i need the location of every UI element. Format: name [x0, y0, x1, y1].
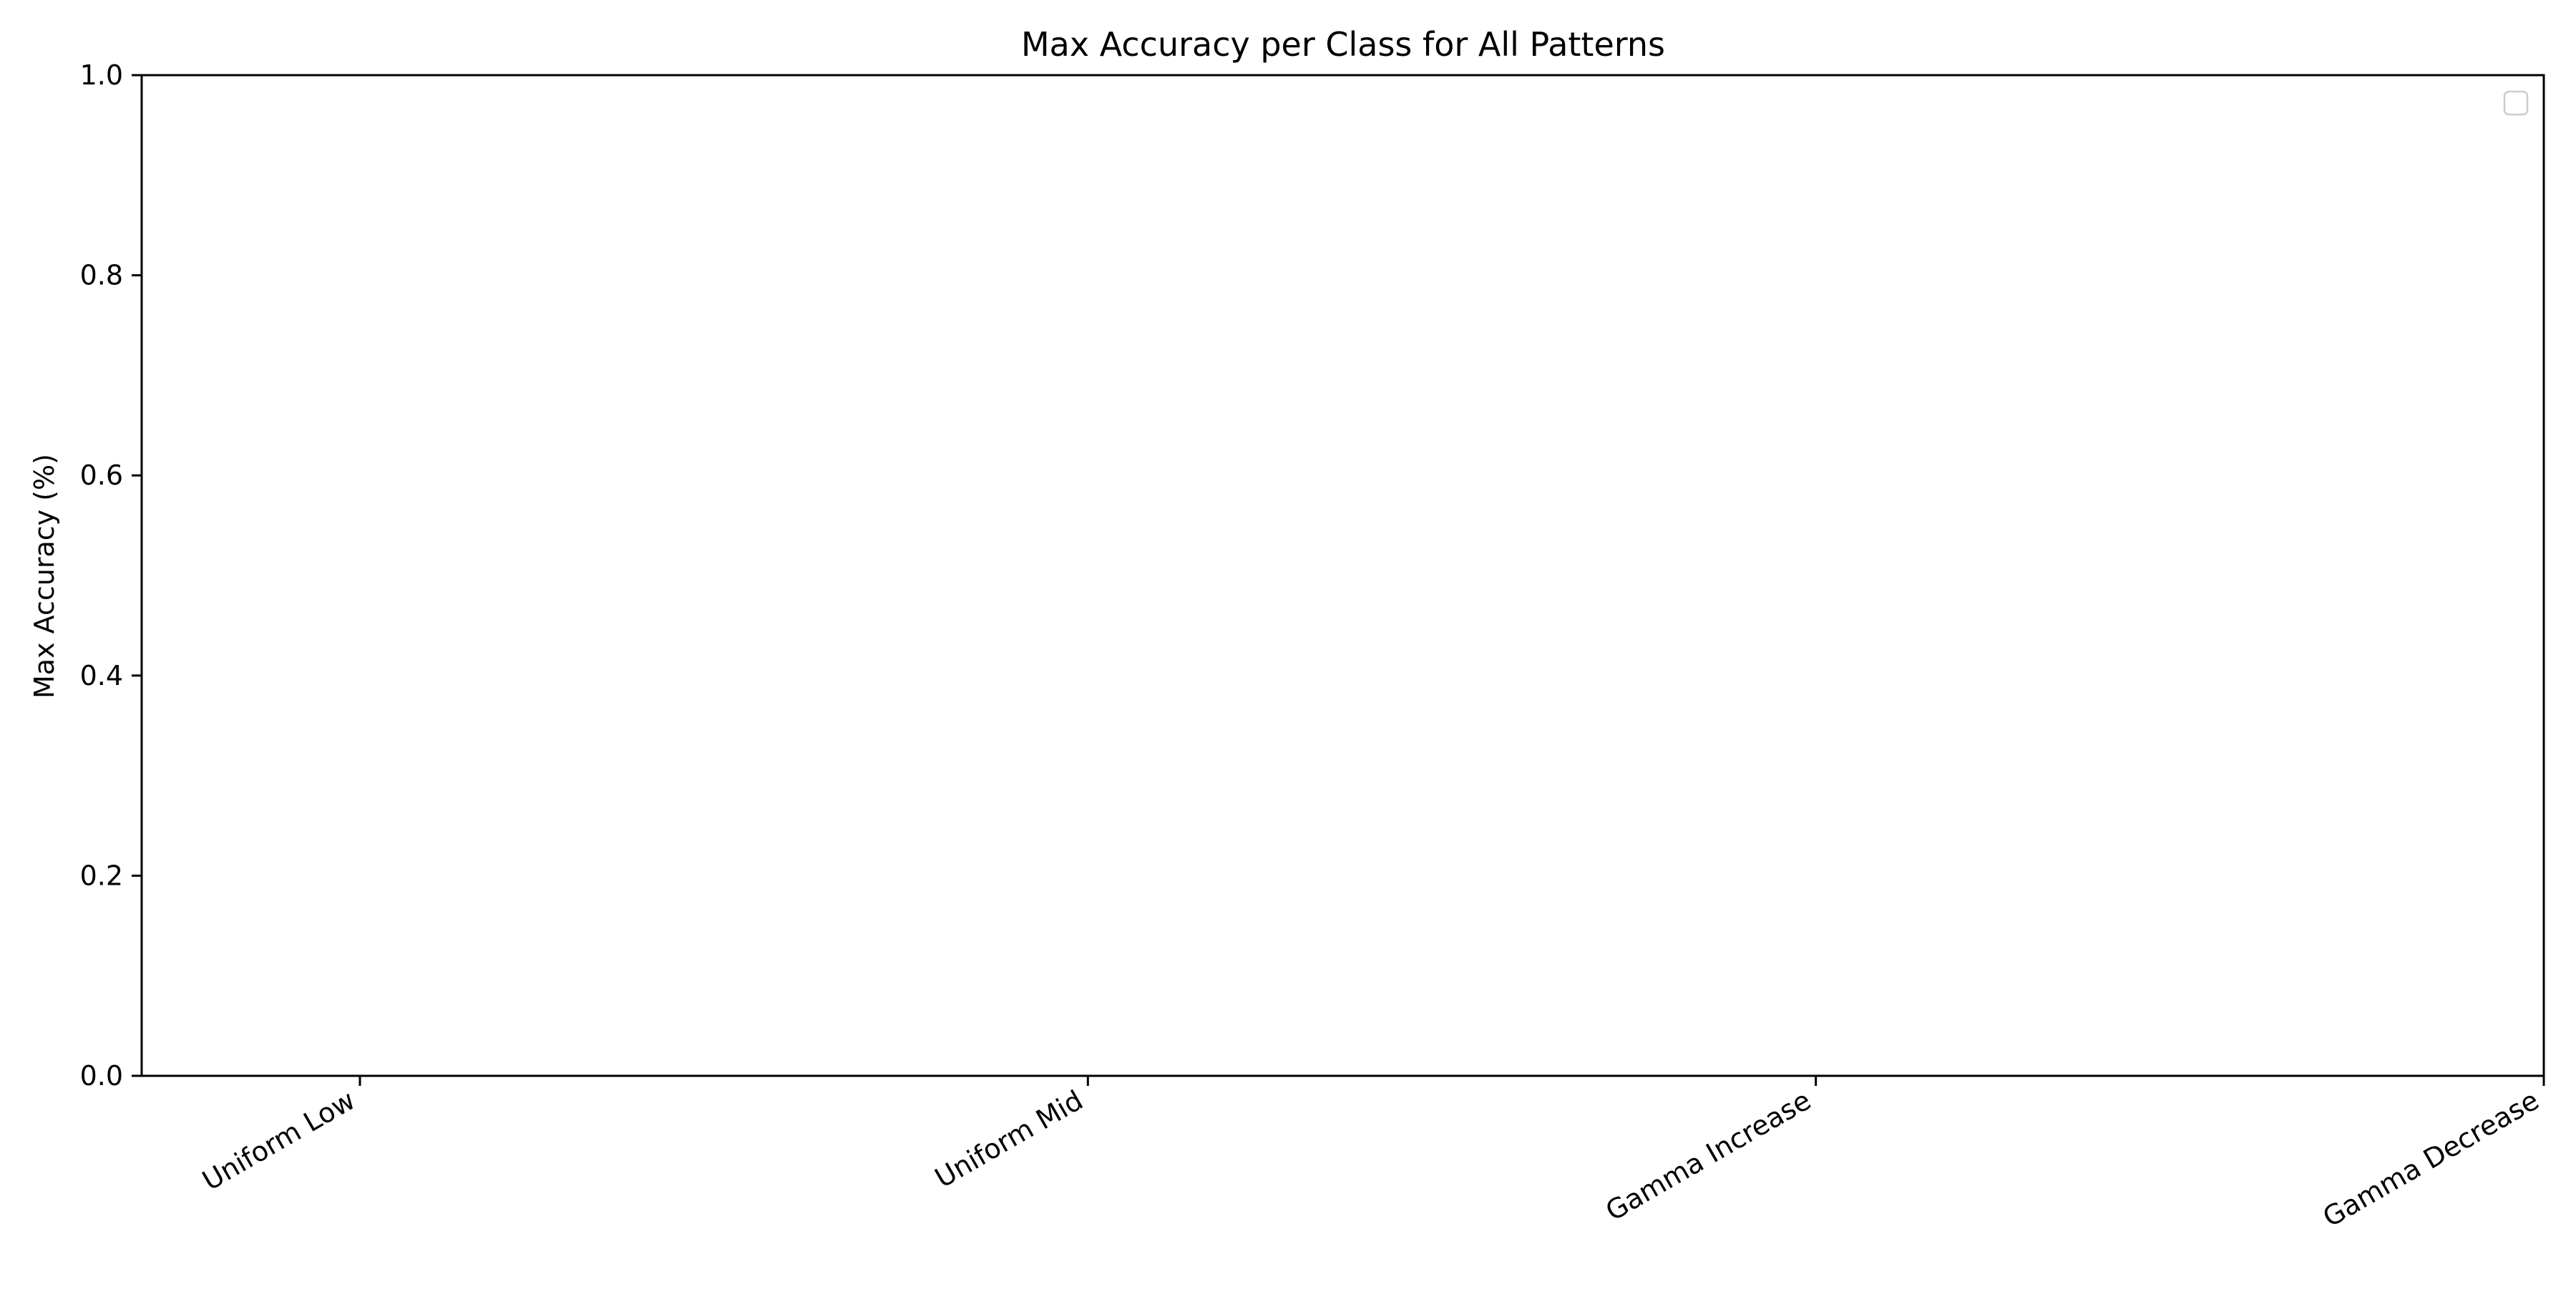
y-tick-label: 1.0: [80, 59, 123, 91]
plot-frame: [140, 74, 2545, 1077]
y-tick-label: 0.0: [80, 1060, 123, 1092]
y-tick-label: 0.6: [80, 460, 123, 491]
y-tick-label: 0.8: [80, 260, 123, 291]
legend: [2503, 90, 2529, 116]
chart-title: Max Accuracy per Class for All Patterns: [1021, 25, 1665, 64]
y-axis-label: Max Accuracy (%): [29, 454, 60, 699]
y-axis-ticks: 0.0 0.2 0.4 0.6 0.8 1.0: [80, 59, 142, 1092]
y-tick-label: 0.2: [80, 860, 123, 891]
plot-area: [140, 74, 2545, 1077]
y-tick-label: 0.4: [80, 660, 123, 691]
legend-box: [2503, 90, 2529, 116]
